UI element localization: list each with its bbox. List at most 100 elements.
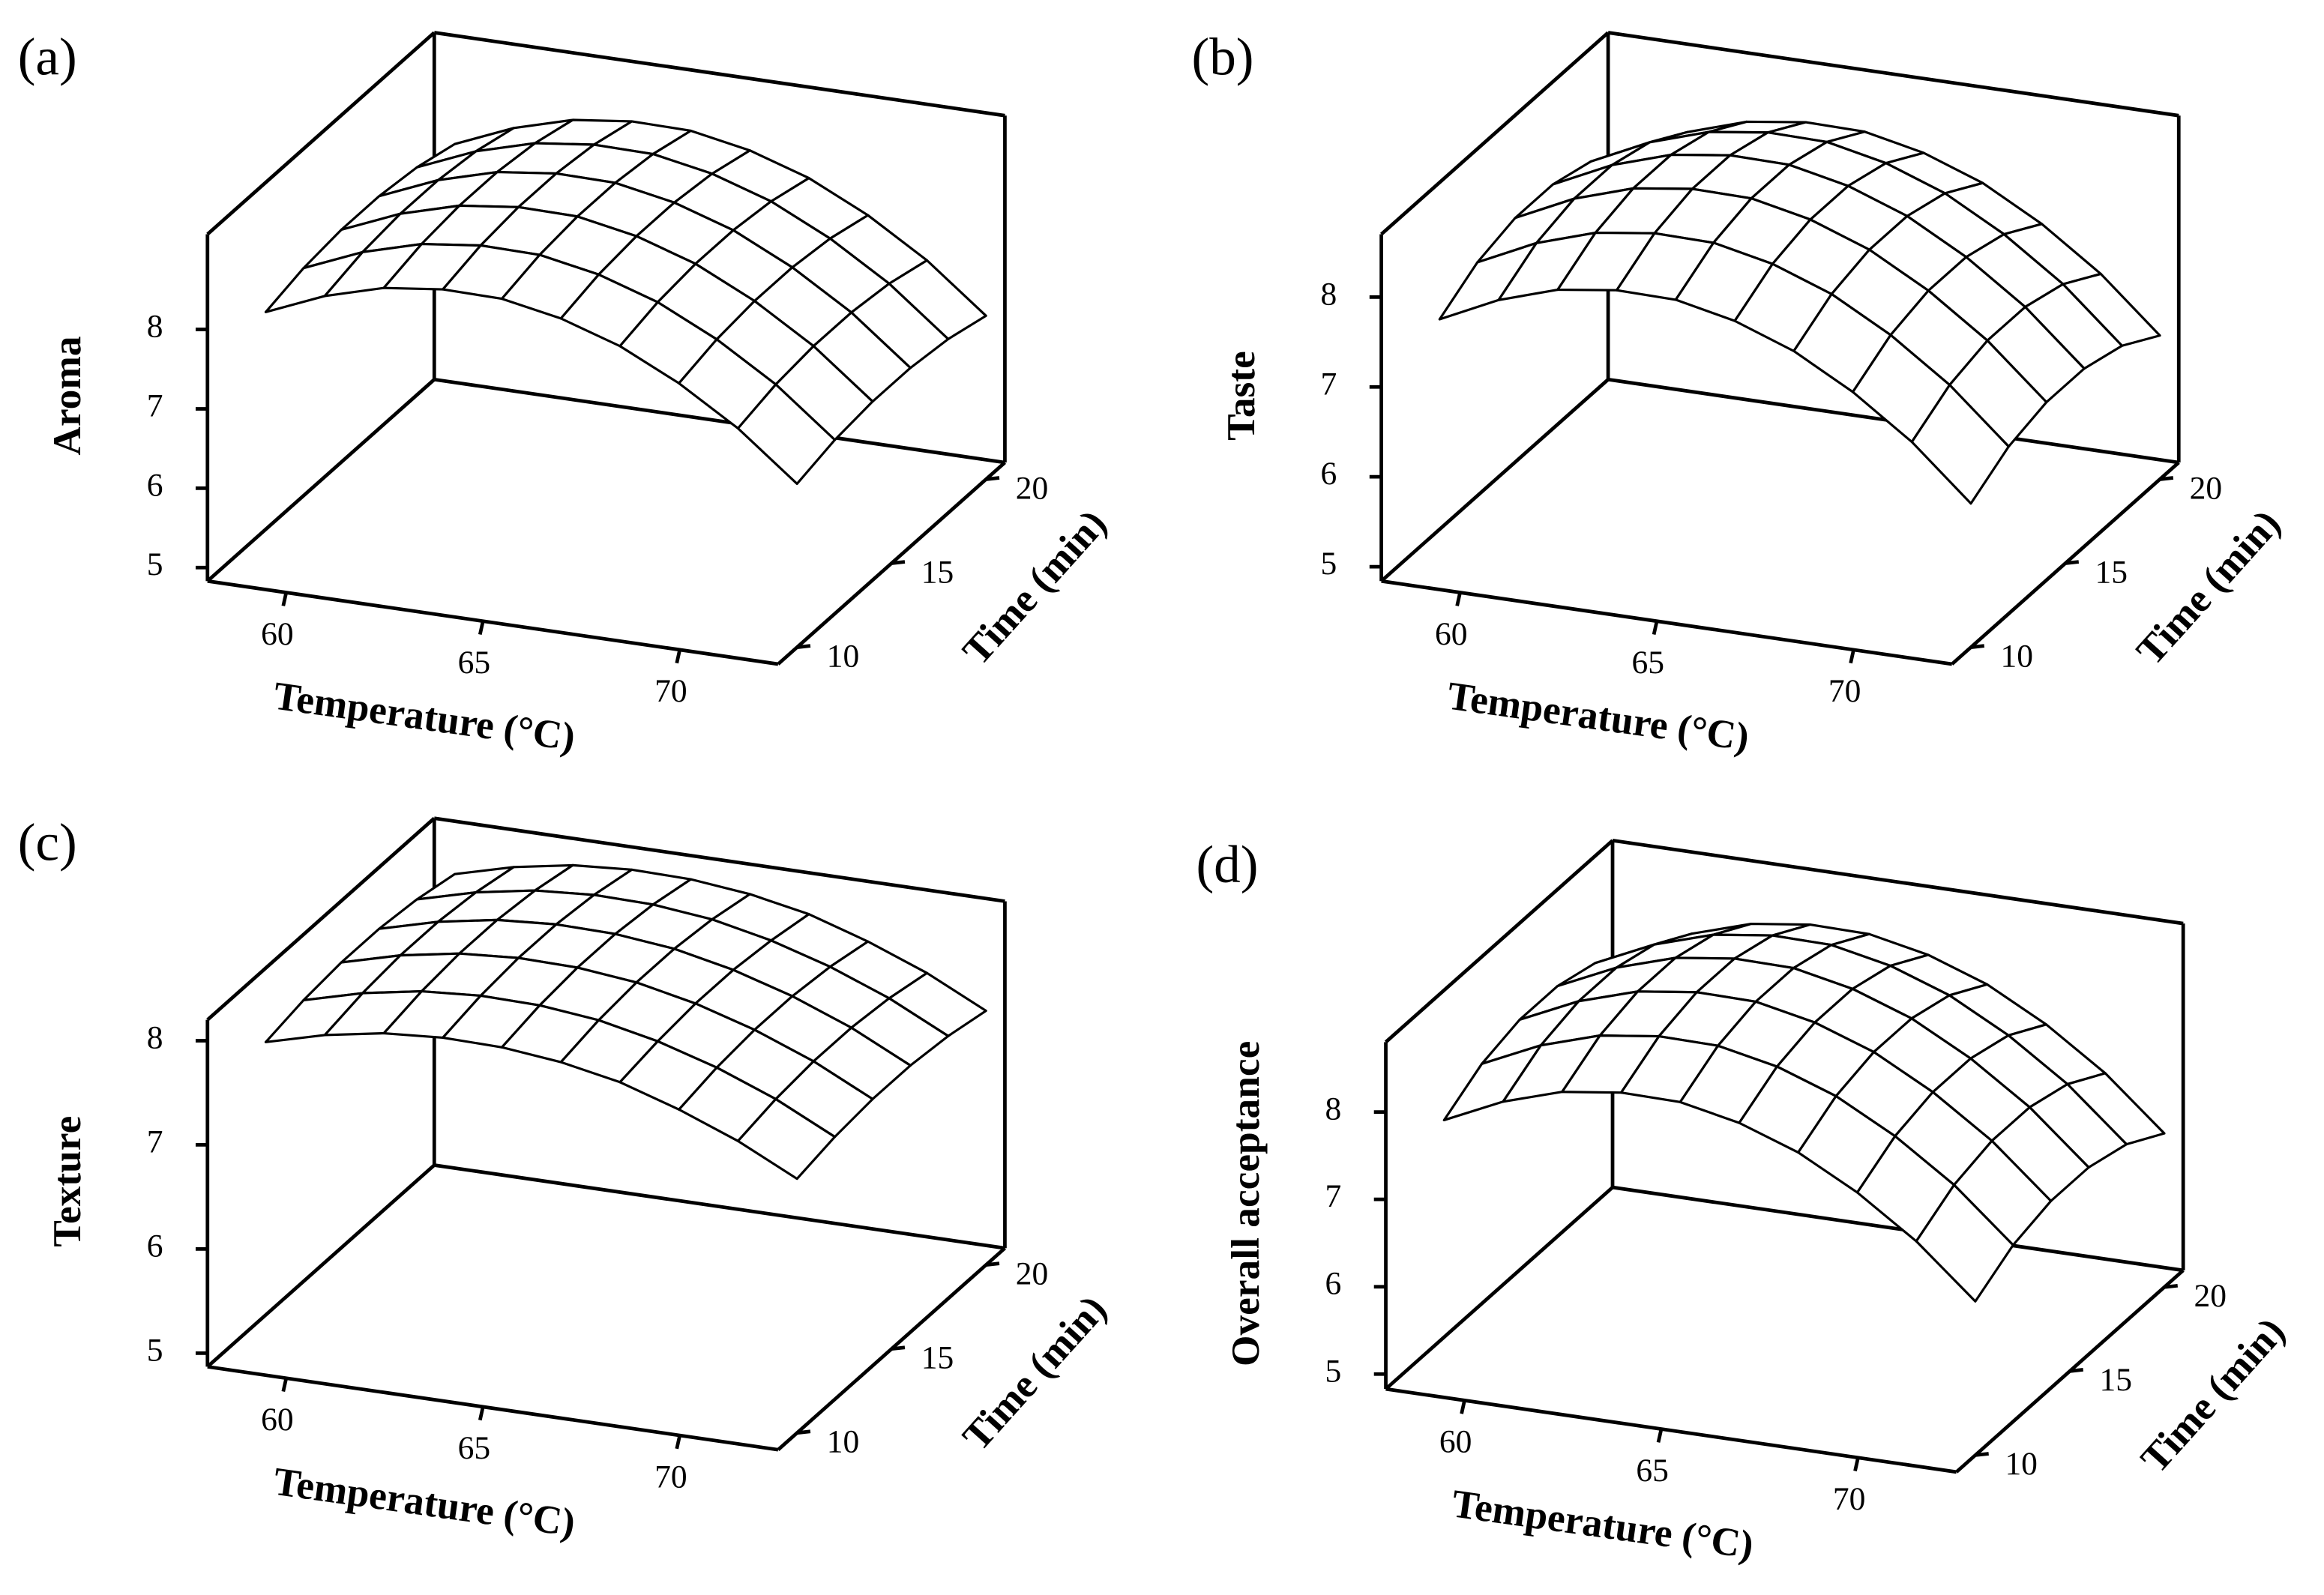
- z-tick-label: 7: [147, 388, 163, 423]
- box-edge: [1607, 31, 2179, 118]
- z-axis-title: Overall acceptance: [1223, 1041, 1268, 1366]
- x-tick: [1455, 592, 1462, 606]
- y-tick: [985, 1261, 1000, 1267]
- box-edge: [1380, 378, 1610, 583]
- y-tick: [2159, 476, 2174, 481]
- box-edge: [1612, 839, 2184, 926]
- x-tick-label: 70: [654, 673, 687, 709]
- x-tick-label: 60: [1439, 1424, 1472, 1460]
- box-edge: [1381, 579, 1953, 666]
- x-tick: [281, 1378, 289, 1393]
- z-tick-label: 8: [147, 309, 163, 345]
- x-tick-label: 70: [1833, 1481, 1865, 1517]
- surface-cell: [736, 1097, 837, 1181]
- surface-cell: [736, 383, 837, 486]
- y-tick-label: 20: [1016, 470, 1048, 506]
- y-tick-label: 15: [921, 554, 954, 590]
- x-tick: [1652, 621, 1659, 636]
- y-tick: [2164, 1283, 2179, 1289]
- x-axis-title: Temperature (°C): [1449, 1480, 1756, 1567]
- y-tick: [1975, 1452, 1989, 1457]
- y-tick-label: 15: [921, 1340, 954, 1376]
- y-tick: [796, 1429, 811, 1435]
- z-tick-label: 6: [1321, 456, 1337, 492]
- y-tick-label: 20: [2190, 470, 2222, 506]
- z-tick-label: 5: [1325, 1353, 1341, 1389]
- y-tick-label: 15: [2099, 1362, 2131, 1398]
- z-tick-label: 7: [1321, 366, 1337, 402]
- x-tick: [1656, 1429, 1664, 1443]
- x-tick: [675, 1435, 682, 1450]
- y-tick-label: 10: [2005, 1446, 2037, 1482]
- z-tick-label: 5: [1321, 546, 1337, 582]
- x-tick-label: 60: [261, 1402, 293, 1438]
- box-edge: [1612, 1185, 2184, 1273]
- x-tick-label: 65: [1631, 645, 1664, 681]
- box-edge: [433, 31, 1005, 118]
- z-tick-label: 5: [147, 1332, 163, 1368]
- x-tick: [478, 1406, 485, 1421]
- box-edge: [206, 1163, 436, 1369]
- z-axis-title: Texture: [44, 1116, 89, 1247]
- panel: 5 6 7 8 60 65 70 10 15 20 (a) Aroma Temperature (°C)…: [18, 28, 1116, 759]
- y-tick: [1970, 644, 1985, 649]
- y-axis-title: Time (min): [954, 501, 1116, 673]
- box-edge: [207, 1365, 779, 1452]
- y-tick: [891, 560, 906, 565]
- box-edge: [206, 816, 436, 1022]
- z-tick-label: 7: [1325, 1178, 1341, 1214]
- y-axis-title: Time (min): [954, 1286, 1116, 1459]
- x-tick: [1460, 1399, 1466, 1414]
- y-tick-label: 10: [827, 638, 859, 674]
- z-tick-label: 8: [1325, 1091, 1341, 1127]
- z-tick-label: 8: [147, 1019, 163, 1055]
- surface-cell: [1915, 1184, 2014, 1303]
- z-tick-label: 6: [147, 1228, 163, 1264]
- x-tick: [1849, 649, 1855, 664]
- panel-label: (d): [1196, 836, 1258, 894]
- y-tick: [985, 476, 1000, 481]
- x-tick-label: 65: [458, 1430, 490, 1466]
- y-tick-label: 15: [2095, 554, 2128, 590]
- box-edge: [433, 816, 1005, 903]
- box-edge: [206, 378, 436, 583]
- x-tick-label: 65: [1636, 1453, 1668, 1489]
- x-tick-label: 65: [458, 645, 490, 681]
- x-tick: [281, 592, 289, 606]
- z-tick-label: 7: [147, 1124, 163, 1160]
- z-tick-label: 6: [147, 467, 163, 503]
- z-axis-title: Taste: [1218, 351, 1263, 441]
- x-tick: [478, 621, 485, 636]
- x-axis-title: Temperature (°C): [271, 673, 578, 760]
- panel: 5 6 7 8 60 65 70 10 15 20 (d) Overall acceptance Tem…: [1196, 836, 2293, 1567]
- x-axis-title: Temperature (°C): [271, 1459, 578, 1546]
- y-tick-label: 10: [827, 1424, 859, 1460]
- box-edge: [206, 31, 436, 236]
- box-edge: [207, 579, 779, 666]
- box-edge: [1380, 31, 1610, 236]
- x-tick-label: 70: [654, 1459, 687, 1495]
- y-tick-label: 20: [1016, 1255, 1048, 1291]
- x-tick-label: 60: [1435, 616, 1467, 652]
- z-tick-label: 6: [1325, 1266, 1341, 1302]
- y-tick-label: 20: [2194, 1278, 2227, 1314]
- panel: 5 6 7 8 60 65 70 10 15 20 (c) Texture Temperature (°…: [18, 814, 1116, 1546]
- box-edge: [433, 1163, 1005, 1250]
- y-tick: [2069, 1368, 2083, 1373]
- y-axis-title: Time (min): [2132, 1309, 2294, 1481]
- box-edge: [1384, 839, 1614, 1044]
- y-tick: [796, 644, 811, 649]
- x-axis-title: Temperature (°C): [1445, 673, 1752, 760]
- x-tick: [1853, 1457, 1860, 1472]
- z-tick-label: 5: [147, 546, 163, 582]
- z-axis-title: Aroma: [44, 336, 89, 455]
- z-tick-label: 8: [1321, 276, 1337, 312]
- panel: 5 6 7 8 60 65 70 10 15 20 (b) Taste Temperature (°C)…: [1192, 28, 2290, 759]
- x-tick-label: 70: [1828, 673, 1861, 709]
- panel-label: (b): [1192, 28, 1254, 86]
- surface-cell: [1910, 383, 2010, 505]
- box-edge: [1384, 1186, 1614, 1390]
- x-tick: [675, 649, 682, 664]
